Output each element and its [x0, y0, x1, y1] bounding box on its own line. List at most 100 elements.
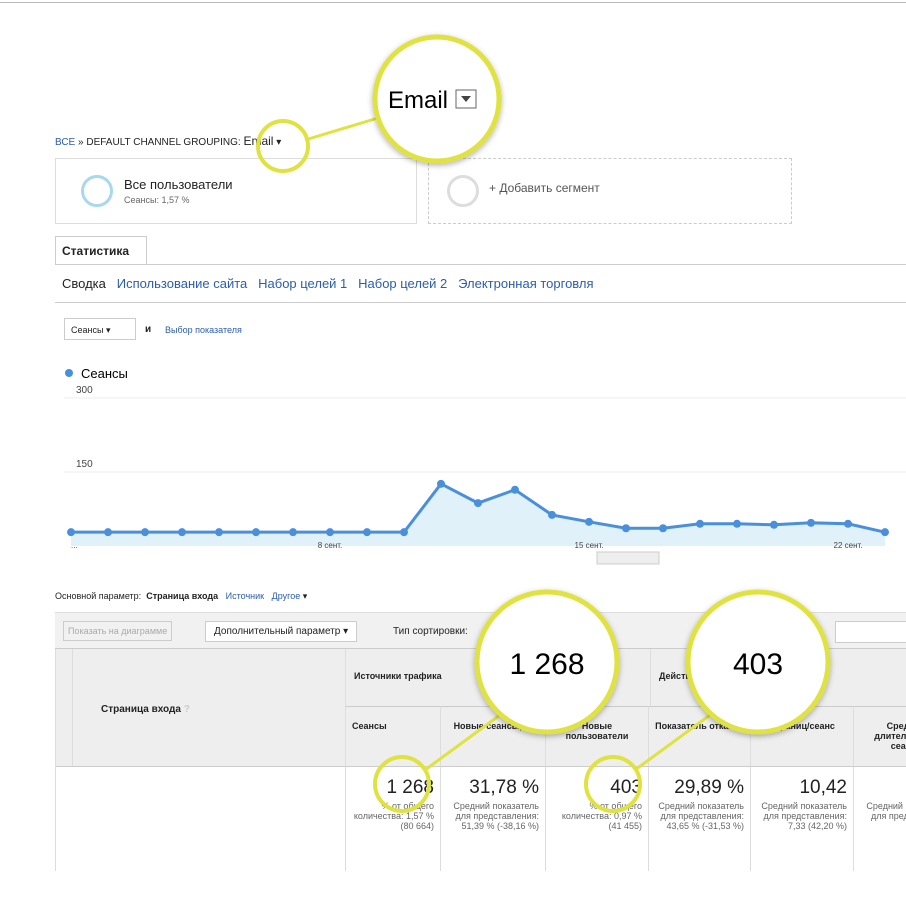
subtab[interactable]: Использование сайта — [116, 276, 248, 291]
choose-metric[interactable]: Выбор показателя — [165, 325, 242, 335]
label: Страница входа — [101, 704, 181, 715]
total-cell: 00:0Средний показатель для представления — [853, 766, 906, 871]
point — [770, 520, 778, 529]
point — [326, 528, 334, 537]
point — [548, 510, 556, 519]
legend-label: Сеансы — [81, 366, 128, 381]
x-tick-label: 22 сент. — [834, 541, 863, 550]
area — [71, 483, 885, 546]
totals-label — [55, 766, 345, 871]
point — [178, 528, 186, 537]
secondary-dropdown[interactable]: Дополнительный параметр ▾ — [205, 621, 358, 642]
point — [437, 479, 445, 488]
subtab[interactable]: Электронная торговля — [458, 276, 594, 291]
tab[interactable]: Статистика — [55, 236, 147, 264]
callout — [372, 34, 502, 164]
point — [363, 528, 371, 537]
point — [511, 485, 519, 494]
search[interactable] — [835, 621, 906, 643]
option[interactable]: Источник — [225, 591, 265, 601]
point — [807, 518, 815, 527]
y-tick-label: 150 — [76, 459, 93, 470]
total-value: 10,42 — [799, 777, 847, 798]
legend-marker — [65, 369, 73, 377]
point — [844, 519, 852, 528]
segment-icon — [447, 175, 479, 207]
column-header[interactable]: Средняя длительность сеанса — [853, 706, 906, 766]
point — [474, 499, 482, 508]
x-tick-label: ... — [71, 541, 78, 550]
segment-icon — [81, 175, 113, 207]
x-tick-label: 15 сент. — [575, 541, 604, 550]
subtab[interactable]: Набор целей 1 — [258, 276, 348, 291]
point — [215, 528, 223, 537]
total-cell: 10,42 Средний показатель для представлени… — [750, 766, 853, 871]
point — [696, 519, 704, 528]
point — [67, 528, 75, 537]
subtab[interactable]: Набор целей 2 — [358, 276, 448, 291]
total-value: 403 — [610, 777, 642, 798]
point — [622, 524, 630, 533]
subtab[interactable]: Сводка — [62, 276, 106, 291]
segment-name: Все пользователи — [124, 177, 233, 192]
total-note: Средний показатель для представления: 43… — [658, 801, 744, 831]
column-header[interactable]: Сеансы — [345, 706, 440, 766]
total-cell: 1 268 % от общего количества: 1,57 % (80 … — [345, 766, 440, 871]
add-segment[interactable]: + Добавить сегмент — [428, 158, 792, 224]
callout-text: 403 — [733, 648, 783, 681]
point — [659, 524, 667, 533]
x-tick-label: 8 сент. — [318, 541, 343, 550]
sort: Тип сортировки: — [393, 626, 468, 637]
metric: Сеансы — [71, 325, 104, 335]
callout-text: Email — [388, 87, 448, 114]
subtabs: Сводка Использование сайта Набор целей 1… — [62, 276, 594, 291]
top-border — [0, 2, 906, 3]
plot-button[interactable]: Показать на диаграмме — [63, 621, 173, 641]
point — [104, 528, 112, 537]
callout — [685, 589, 831, 735]
point — [733, 519, 741, 528]
divider — [55, 264, 906, 265]
total-note: Средний показатель для представления — [866, 801, 906, 821]
label: Основной параметр: — [55, 591, 142, 601]
table: Страница входа ? Источники трафика Дейст… — [55, 648, 906, 871]
option[interactable]: Другое — [271, 591, 301, 601]
add-segment-label: + Добавить сегмент — [489, 181, 600, 195]
label: Дополнительный параметр — [214, 626, 341, 637]
point — [400, 528, 408, 537]
separator: » — [78, 137, 84, 148]
divider — [55, 302, 906, 303]
point — [585, 517, 593, 526]
total-cell: 29,89 % Средний показатель для представле… — [648, 766, 750, 871]
segment-detail: Сеансы: 1,57 % — [124, 195, 190, 205]
metric-dropdown[interactable]: Сеансы ▾ — [64, 318, 136, 340]
total-note: % от общего количества: 1,57 % (80 664) — [353, 801, 434, 831]
point — [252, 528, 260, 537]
and: и — [145, 324, 152, 335]
checkbox-col — [55, 649, 72, 766]
primary-dimension: Основной параметр: Страница входа Источн… — [55, 591, 308, 601]
callout-text: 1 268 — [509, 648, 584, 681]
option[interactable]: Страница входа — [146, 591, 219, 601]
total-cell: 31,78 % Средний показатель для представле… — [440, 766, 545, 871]
total-note: Средний показатель для представления: 51… — [453, 801, 539, 831]
grouping: DEFAULT CHANNEL GROUPING: — [86, 137, 241, 148]
chart: 150 300 Сеансы... 8 сент. 15 сент. 22 сент. — [64, 366, 906, 565]
point — [289, 528, 297, 537]
segment-card[interactable]: Все пользователи Сеансы: 1,57 % — [55, 158, 417, 224]
breadcrumb-root[interactable]: ВСЕ — [55, 137, 76, 148]
y-tick-label: 300 — [76, 385, 93, 396]
total-note: % от общего количества: 0,97 % (41 455) — [561, 801, 642, 831]
point — [141, 528, 149, 537]
total-value: 31,78 % — [469, 777, 539, 798]
total-note: Средний показатель для представления: 7,… — [761, 801, 847, 831]
point — [881, 528, 889, 537]
callout-links — [256, 116, 711, 813]
total-value: 1 268 — [386, 777, 434, 798]
total-value: 29,89 % — [674, 777, 744, 798]
callout — [474, 589, 620, 735]
dimension-header: Страница входа ? — [72, 649, 345, 766]
scroll-handle — [596, 551, 660, 565]
